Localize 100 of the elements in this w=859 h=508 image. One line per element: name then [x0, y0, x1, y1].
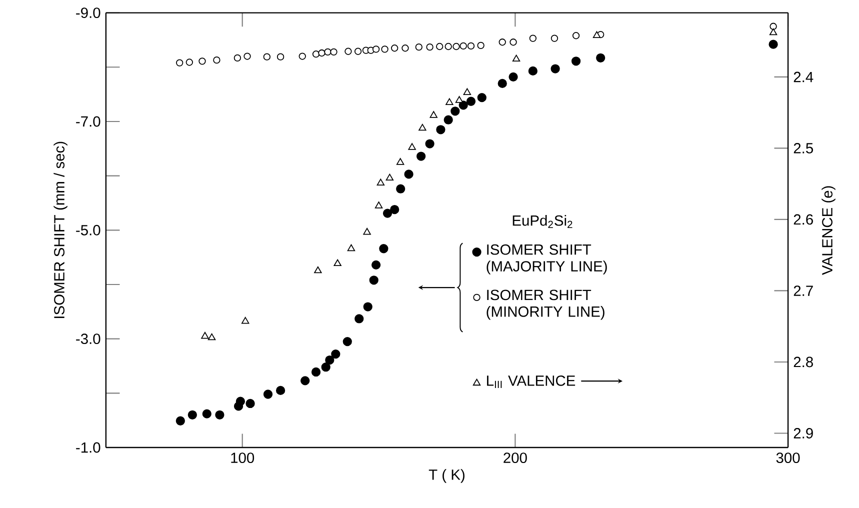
point: [769, 28, 778, 36]
y2-tick-label: 2.7: [794, 286, 813, 296]
point: [176, 59, 184, 67]
point: [363, 302, 372, 312]
point: [460, 42, 467, 50]
point: [363, 228, 371, 235]
y2-axis-title: VALENCE (e): [822, 186, 836, 276]
point: [402, 44, 409, 52]
point: [425, 139, 434, 149]
point: [450, 106, 460, 116]
point: [263, 390, 273, 400]
point: [312, 50, 320, 58]
point: [276, 53, 284, 61]
point: [215, 410, 224, 420]
y-tick-label: -3.0: [76, 334, 100, 344]
point: [382, 208, 392, 218]
point: [466, 96, 476, 106]
point: [321, 362, 330, 372]
x-axis-title: T ( K): [428, 469, 464, 484]
x-tick-label: 300: [776, 452, 800, 464]
point: [244, 52, 251, 60]
point: [276, 386, 286, 396]
point: [455, 96, 464, 104]
point: [369, 276, 378, 285]
point: [354, 48, 362, 56]
point: [298, 52, 306, 60]
point: [768, 40, 778, 50]
y2-tick-label: 2.4: [794, 72, 814, 82]
point: [529, 34, 537, 42]
point: [396, 184, 406, 194]
y-tick-label: -9.0: [76, 8, 100, 18]
point: [391, 44, 398, 52]
point: [347, 244, 356, 252]
point: [550, 64, 560, 74]
point: [528, 66, 538, 76]
point: [236, 396, 246, 406]
point: [300, 376, 310, 386]
point: [371, 260, 381, 270]
point: [510, 38, 517, 46]
point: [176, 416, 185, 426]
point: [324, 48, 332, 56]
point: [415, 44, 422, 51]
point: [550, 34, 558, 42]
point: [198, 58, 206, 65]
y-tick-label: -1.0: [76, 442, 100, 453]
point: [390, 205, 400, 214]
point: [201, 332, 209, 339]
point: [444, 43, 452, 50]
point: [213, 56, 220, 64]
y-axis-title: ISOMER SHIFT (mm / sec): [54, 142, 68, 318]
point: [446, 98, 454, 106]
point: [444, 115, 453, 125]
point: [404, 170, 414, 179]
legend-label: ISOMER SHIFT (MINORITY LINE): [486, 290, 604, 320]
y-tick-label: -7.0: [76, 116, 100, 127]
point: [331, 350, 340, 359]
point: [372, 46, 380, 53]
point: [592, 31, 601, 38]
point: [508, 72, 518, 82]
point: [242, 317, 250, 324]
point: [477, 93, 486, 102]
y2-tick-label: 2.5: [794, 143, 814, 154]
point: [208, 334, 216, 340]
point: [436, 125, 446, 134]
legend-label: ISOMER SHIFT (MAJORITY LINE): [486, 244, 607, 275]
point: [381, 46, 388, 53]
point: [596, 54, 606, 63]
x-tick-label: 100: [231, 452, 254, 464]
point: [325, 356, 334, 365]
point: [344, 48, 352, 56]
point: [354, 314, 364, 324]
point: [314, 266, 322, 274]
point: [246, 399, 255, 408]
point: [416, 152, 426, 162]
point: [396, 158, 404, 166]
point: [477, 42, 484, 50]
point: [463, 88, 472, 96]
point: [379, 244, 388, 254]
point: [498, 38, 506, 46]
point: [186, 58, 193, 66]
y-tick-label: -5.0: [76, 225, 100, 236]
point: [408, 143, 416, 150]
point: [334, 259, 342, 266]
point: [426, 44, 434, 51]
point: [498, 79, 507, 88]
point: [418, 124, 426, 131]
point: [311, 368, 321, 377]
point: [188, 410, 197, 420]
point: [572, 32, 580, 40]
point: [330, 48, 338, 56]
point: [430, 111, 438, 118]
point: [452, 43, 460, 50]
point: [770, 22, 777, 30]
legend-label: L$_{III}$ VALENCE: [487, 376, 576, 388]
y2-tick-label: 2.9: [794, 428, 813, 439]
point: [202, 409, 212, 419]
point: [467, 42, 475, 50]
point: [318, 50, 326, 57]
point: [234, 54, 242, 62]
y2-tick-label: 2.8: [794, 356, 813, 368]
